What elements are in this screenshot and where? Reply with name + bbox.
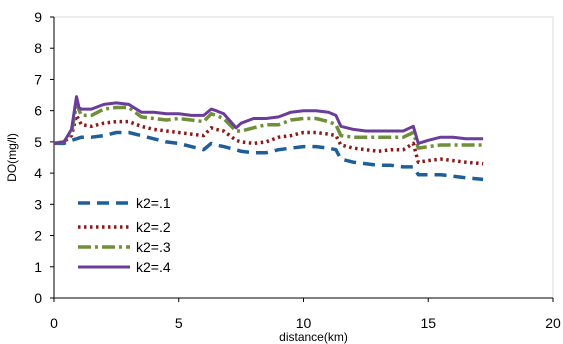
legend: k2=.1 k2=.2 k2=.3 k2=.4 [78, 195, 171, 275]
legend-label-3: k2=.3 [136, 239, 171, 255]
x-tick-label: 20 [545, 315, 561, 331]
y-tick-label: 5 [34, 134, 42, 150]
y-tick-label: 6 [34, 103, 42, 119]
y-tick-label: 4 [34, 165, 42, 181]
y-tick-label: 3 [34, 196, 42, 212]
y-tick-label: 2 [34, 228, 42, 244]
legend-label-2: k2=.2 [136, 219, 171, 235]
y-tick-label: 8 [34, 40, 42, 56]
plot-area [53, 16, 554, 299]
y-tick-label: 7 [34, 71, 42, 87]
plot-border [53, 16, 554, 299]
axes: 0 1 2 3 4 5 6 7 8 9 0 5 10 15 20 [34, 9, 561, 331]
legend-label-1: k2=.1 [136, 195, 171, 211]
series-layer [53, 95, 484, 182]
series-line-4 [53, 95, 484, 145]
y-tick-label: 0 [34, 290, 42, 306]
y-axis-title: DO(mg/l) [5, 133, 19, 182]
x-tick-label: 15 [420, 315, 436, 331]
x-tick-label: 5 [175, 315, 183, 331]
series-line-1 [54, 130, 484, 182]
legend-label-4: k2=.4 [136, 259, 171, 275]
x-tick-label: 10 [296, 315, 312, 331]
x-tick-label: 0 [50, 315, 58, 331]
y-tick-label: 9 [34, 9, 42, 25]
y-tick-label: 1 [34, 259, 42, 275]
x-axis-title: distance(km) [279, 330, 348, 344]
series-line-3 [53, 102, 484, 150]
